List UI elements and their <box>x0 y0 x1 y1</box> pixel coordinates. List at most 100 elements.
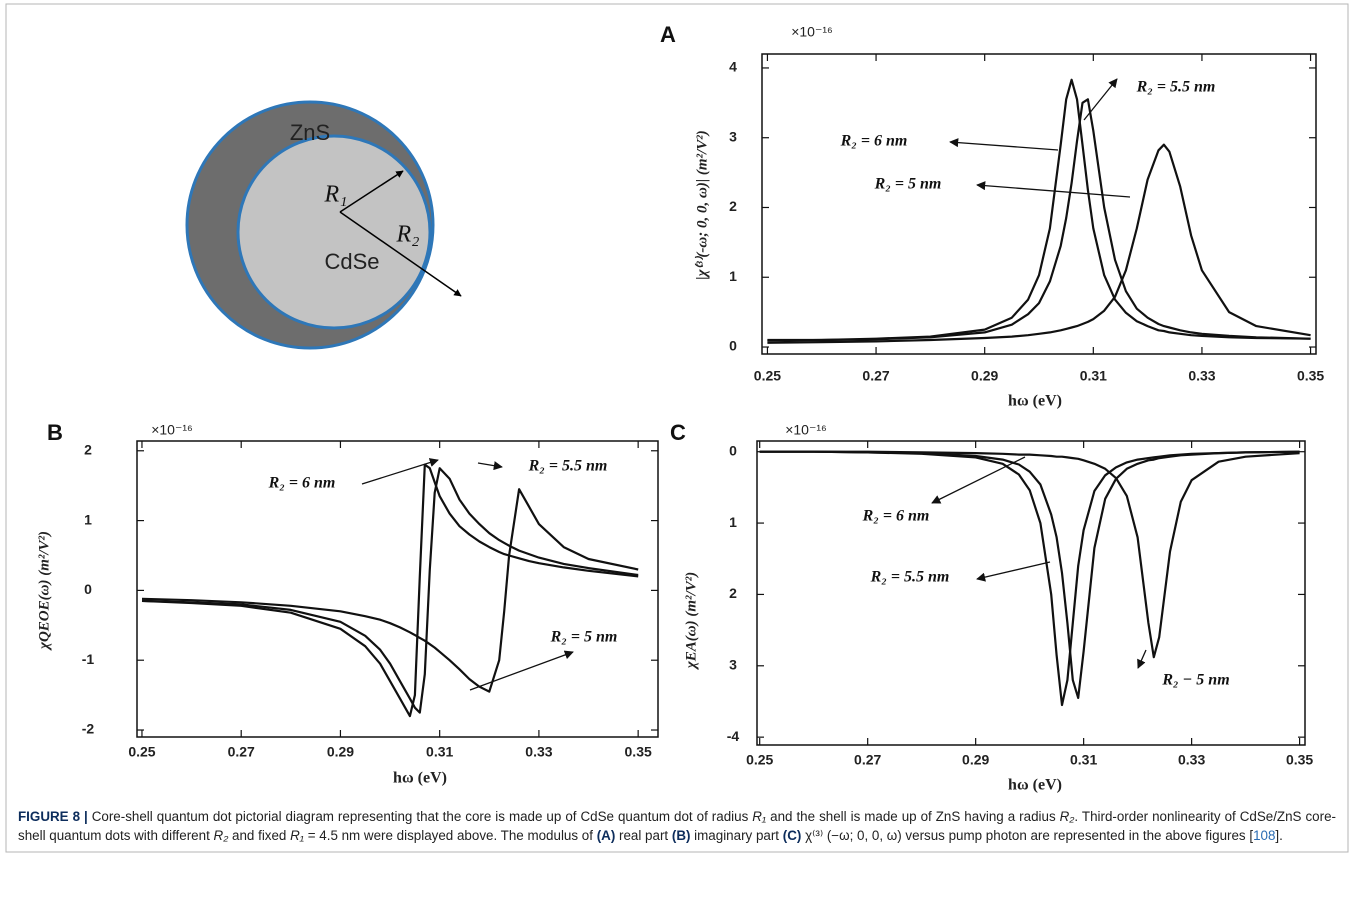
y-tick-label: 4 <box>729 59 737 75</box>
curve-annotation: R₂ = 5 nm <box>550 629 618 646</box>
y-tick-label: 1 <box>729 514 737 530</box>
annotation-arrow <box>976 561 1051 582</box>
curve <box>767 98 1311 342</box>
curve <box>141 488 639 693</box>
y-tick-label: 0 <box>729 338 737 354</box>
y-tick-label: -1 <box>82 651 95 667</box>
caption-run: Core-shell quantum dot pictorial diagram… <box>87 809 753 824</box>
curve <box>759 450 1300 707</box>
plot-frame <box>136 440 659 738</box>
x-tick-label: 0.27 <box>228 744 255 760</box>
x-tick-label: 0.27 <box>862 368 889 384</box>
diagram: ZnS CdSe R₁ R₂ <box>185 100 462 350</box>
x-tick-label: 0.25 <box>754 368 781 384</box>
curve-annotation: R₂ = 5.5 nm <box>528 458 608 475</box>
annotation-arrow <box>976 181 1131 198</box>
y-tick-label: 3 <box>729 128 737 144</box>
caption-run[interactable]: 108 <box>1253 828 1276 843</box>
curve <box>767 78 1311 342</box>
curve-annotation: R₂ = 5.5 nm <box>870 569 950 586</box>
annotation-arrow <box>469 650 574 691</box>
caption-run: R₁ <box>290 828 305 843</box>
plot-frame <box>756 440 1306 746</box>
caption-run: . Third-order nonlinearity of CdSe/ZnS c… <box>18 809 1336 843</box>
x-tick-label: 0.31 <box>426 744 453 760</box>
x-tick-label: 0.35 <box>625 744 652 760</box>
chart-panel: 0 1 2 3 -4 0.25 0.27 0.29 0.31 0.33 0.35 C ×10⁻¹⁶ hω … <box>670 420 1313 794</box>
y-tick-label: 2 <box>729 585 737 601</box>
panel-label: B <box>47 420 63 445</box>
axis-exponent: ×10⁻¹⁶ <box>151 422 193 438</box>
r2-arrow <box>339 211 462 297</box>
x-axis-label: hω (eV) <box>393 770 447 787</box>
x-tick-label: 0.25 <box>746 752 773 768</box>
y-tick-label: -2 <box>82 721 95 737</box>
y-tick-label: 2 <box>84 441 92 457</box>
r1-arrow <box>339 170 404 213</box>
curve-annotation: R₂ = 5 nm <box>874 176 942 193</box>
caption-run: R₂ <box>213 828 229 843</box>
x-tick-label: 0.31 <box>1070 752 1097 768</box>
x-tick-label: 0.25 <box>128 744 155 760</box>
y-tick-label: -4 <box>727 728 740 744</box>
x-tick-label: 0.33 <box>1178 752 1205 768</box>
curve-annotation: R₂ = 5.5 nm <box>1136 79 1216 96</box>
x-axis-label: hω (eV) <box>1008 777 1062 794</box>
caption-run: and the shell is made up of ZnS having a… <box>766 809 1060 824</box>
y-axis-label: |χ⁽³⁾(-ω; 0, 0, ω)| (m²/V²) <box>694 130 710 279</box>
caption-run: and fixed <box>228 828 291 843</box>
caption-run: (B) <box>671 828 691 843</box>
y-axis-label: χEA(ω) (m²/V²) <box>683 572 699 670</box>
chart-panel: 0 1 2 3 4 0.25 0.27 0.29 0.31 0.33 0.35 A ×10⁻¹⁶ hω (… <box>660 22 1324 410</box>
curve-annotation: R₂ = 6 nm <box>840 133 908 150</box>
r1-label: R₁ <box>323 182 347 208</box>
curve <box>767 143 1311 344</box>
x-tick-label: 0.29 <box>327 744 354 760</box>
y-tick-label: 3 <box>729 656 737 672</box>
annotation-arrow <box>949 138 1059 151</box>
core-label: CdSe <box>324 249 379 274</box>
y-tick-label: 1 <box>729 268 737 284</box>
y-tick-label: 2 <box>729 198 737 214</box>
panel-label: A <box>660 22 676 47</box>
caption-run: ]. <box>1275 828 1283 843</box>
caption-run: (A) <box>596 828 616 843</box>
curve <box>141 467 639 714</box>
r2-label: R₂ <box>395 222 419 248</box>
x-tick-label: 0.27 <box>854 752 881 768</box>
caption: FIGURE 8 | Core-shell quantum dot pictor… <box>18 807 1336 845</box>
curve-annotation: R₂ = 6 nm <box>268 475 336 492</box>
annotation-arrow <box>931 456 1026 504</box>
curve <box>759 450 1300 659</box>
caption-run: = 4.5 nm were displayed above. The modul… <box>304 828 597 843</box>
chart-panel: 2 1 0 -1 -2 0.25 0.27 0.29 0.31 0.33 0.35 B ×10⁻¹⁶ hω… <box>36 420 659 787</box>
x-tick-label: 0.35 <box>1286 752 1313 768</box>
annotation-arrow <box>1083 78 1118 121</box>
curve-annotation: R₂ = 6 nm <box>862 508 930 525</box>
x-tick-label: 0.33 <box>525 744 552 760</box>
axis-exponent: ×10⁻¹⁶ <box>791 24 833 40</box>
curve <box>759 450 1300 700</box>
x-tick-label: 0.29 <box>962 752 989 768</box>
caption-run: (C) <box>782 828 802 843</box>
y-tick-label: 0 <box>729 442 737 458</box>
x-tick-label: 0.29 <box>971 368 998 384</box>
curve-annotation: R₂ − 5 nm <box>1161 672 1229 689</box>
caption-run: real part <box>615 828 672 843</box>
panel-label: C <box>670 420 686 445</box>
x-tick-label: 0.33 <box>1188 368 1215 384</box>
caption-run: R₁ <box>752 809 767 824</box>
curve <box>141 463 639 718</box>
caption-run: R₂ <box>1059 809 1075 824</box>
axis-exponent: ×10⁻¹⁶ <box>785 422 827 438</box>
caption-run: imaginary part <box>690 828 783 843</box>
y-tick-label: 1 <box>84 511 92 527</box>
x-tick-label: 0.35 <box>1297 368 1324 384</box>
x-axis-label: hω (eV) <box>1008 393 1062 410</box>
y-axis-label: χQEOE(ω) (m²/V²) <box>36 531 52 651</box>
y-tick-label: 0 <box>84 581 92 597</box>
caption-run: FIGURE 8 | <box>18 809 88 824</box>
shell-label: ZnS <box>290 120 330 145</box>
